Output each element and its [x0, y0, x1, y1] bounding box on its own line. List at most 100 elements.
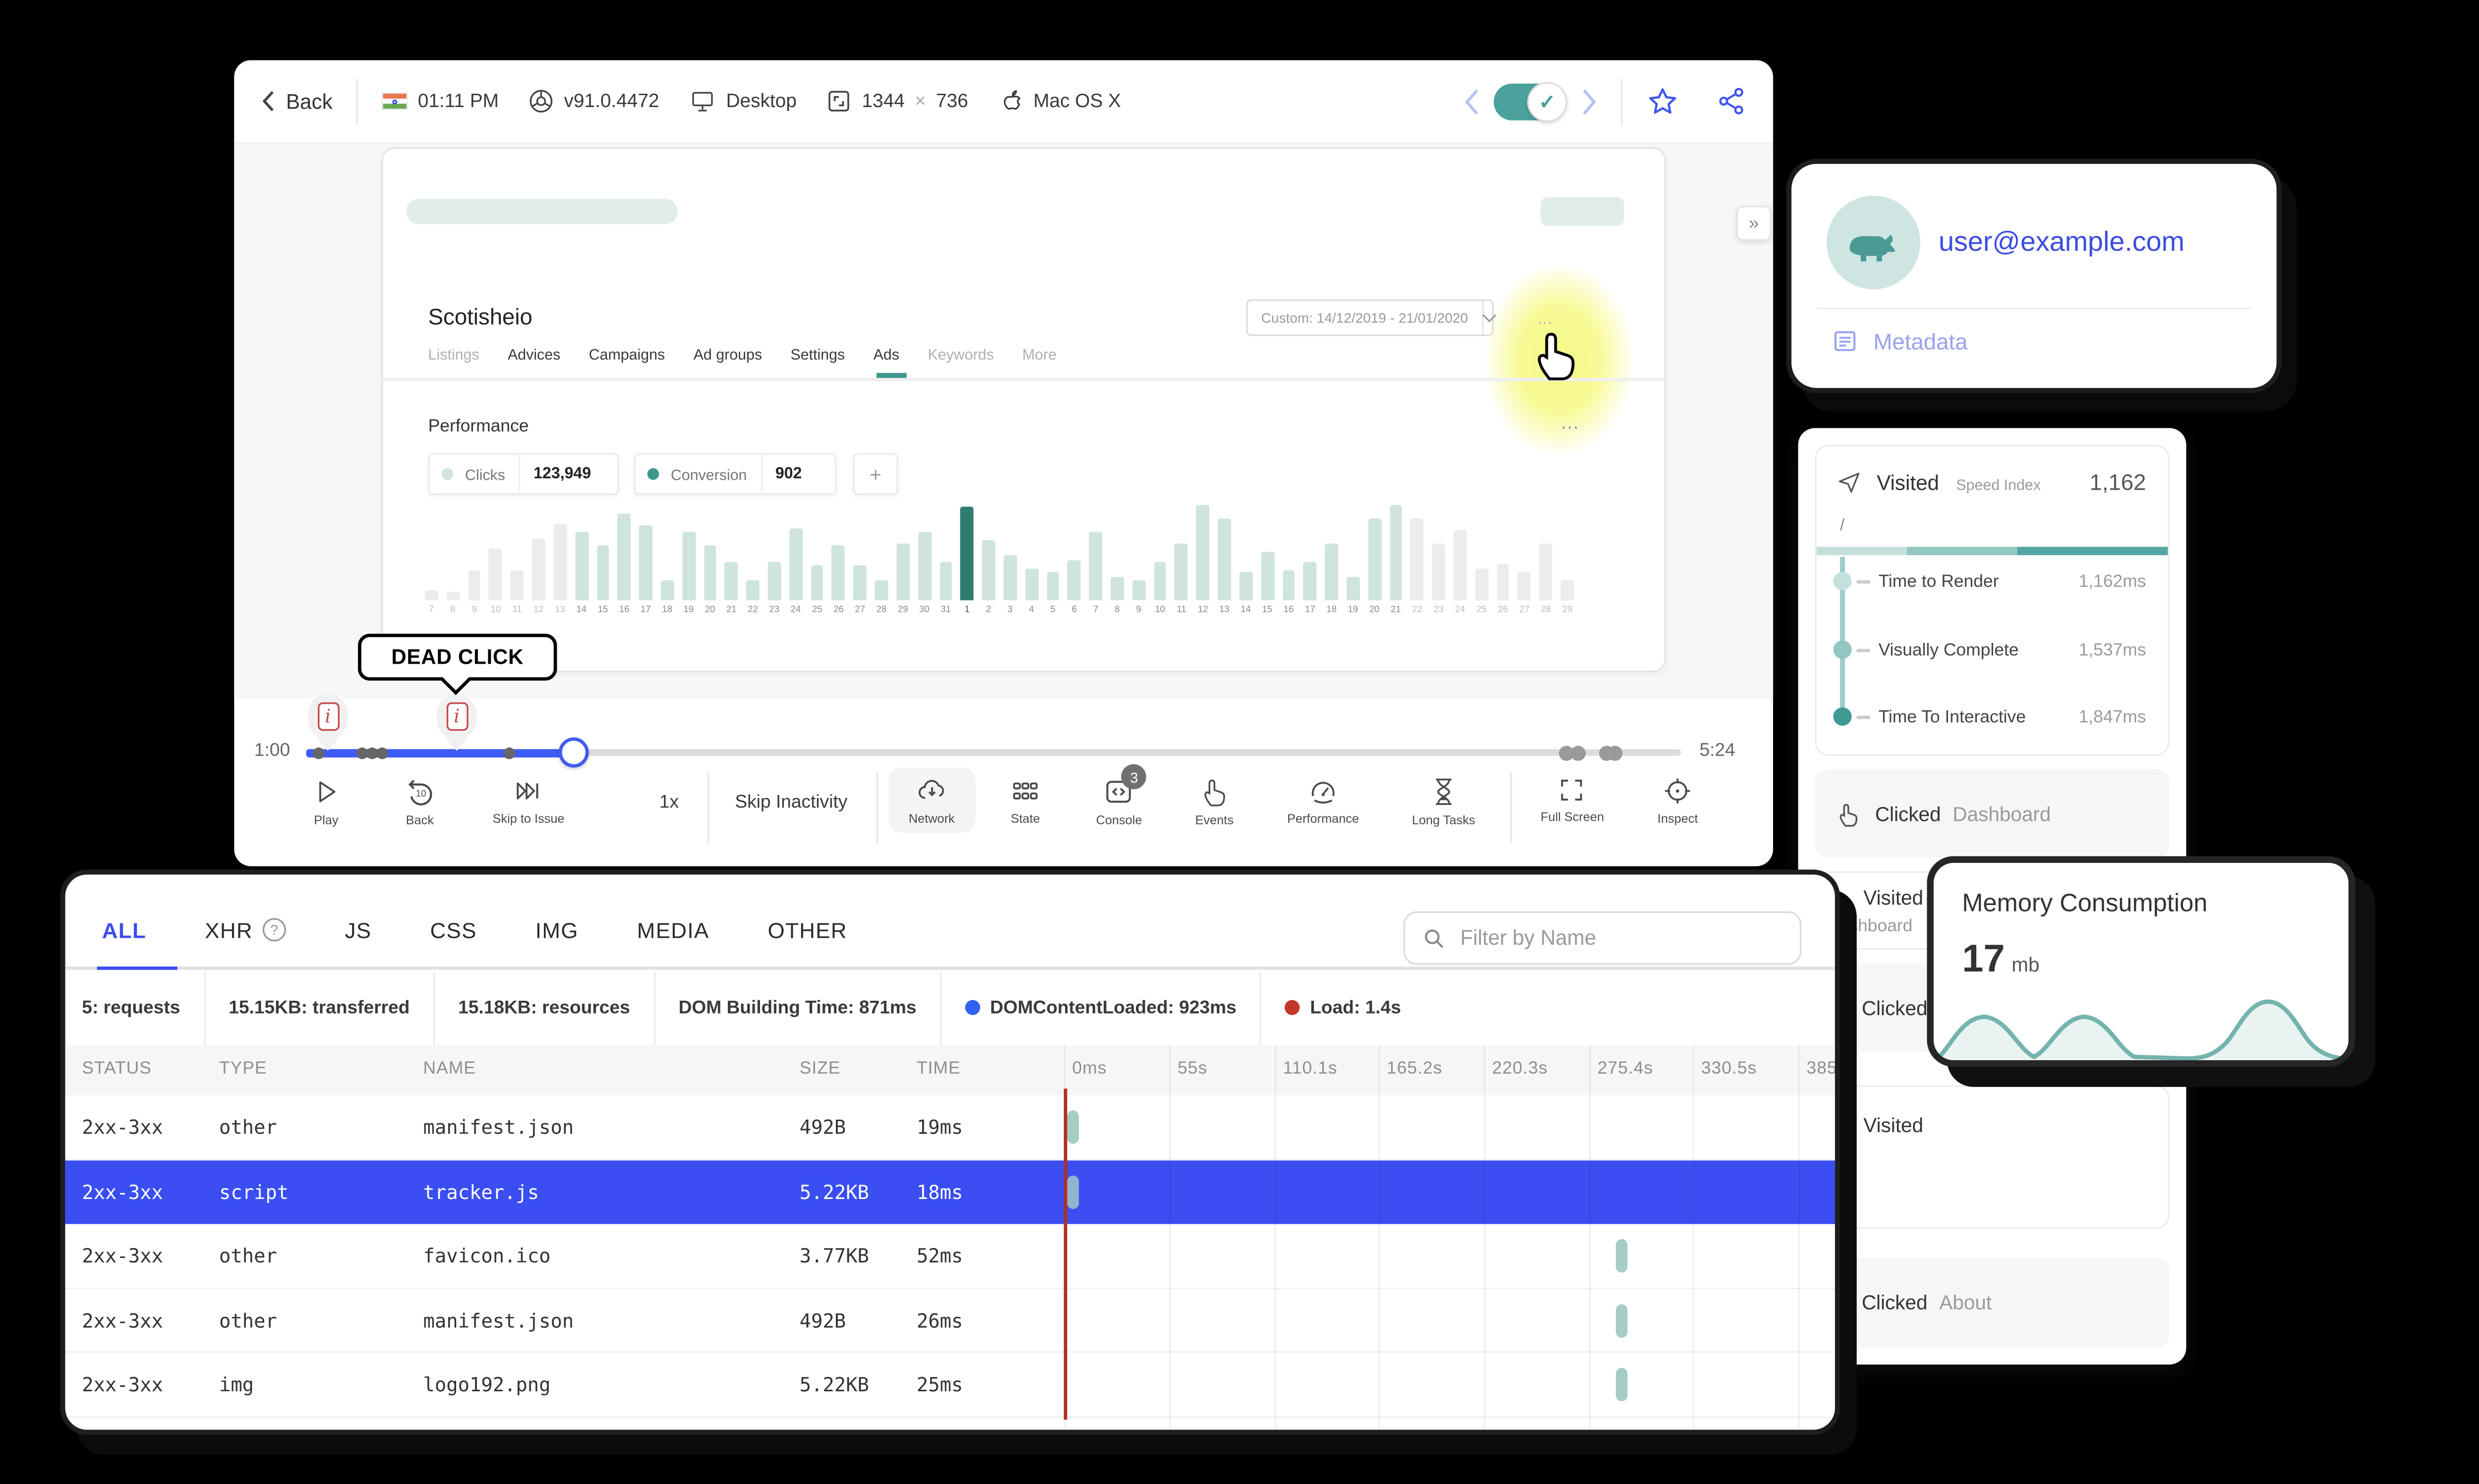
memory-title: Memory Consumption: [1962, 889, 2208, 918]
timeline-event-dot[interactable]: [366, 746, 378, 758]
session-time: 01:11 PM: [381, 91, 499, 111]
site-tab-more[interactable]: More: [1022, 346, 1057, 363]
x-tick-label: 20: [1369, 605, 1380, 616]
autoplay-toggle[interactable]: ✓: [1493, 81, 1568, 121]
cloud-download-icon: [918, 780, 944, 799]
network-request-row[interactable]: 2xx-3xx img logo192.png 5.22KB 25ms: [65, 1353, 1835, 1418]
column-header-time[interactable]: TIME: [916, 1058, 961, 1079]
timing-value: 1,162ms: [2078, 571, 2146, 592]
metadata-button[interactable]: Metadata: [1831, 328, 1967, 354]
share-button[interactable]: [1716, 85, 1746, 117]
replayed-website: Scotisheio Custom: 14/12/2019 - 21/01/20…: [381, 147, 1666, 673]
date-range-value: Custom: 14/12/2019 - 21/01/2020: [1261, 309, 1468, 326]
network-tab-media[interactable]: MEDIA: [637, 917, 709, 943]
column-header-name[interactable]: NAME: [423, 1058, 476, 1079]
timeline-track[interactable]: [306, 749, 1681, 756]
timeline-event-dot[interactable]: [503, 746, 516, 758]
add-metric-button[interactable]: +: [853, 453, 898, 495]
site-tab-ad-groups[interactable]: Ad groups: [693, 346, 763, 363]
skip-inactivity-button[interactable]: Skip Inactivity: [735, 793, 848, 813]
user-email[interactable]: user@example.com: [1939, 227, 2185, 258]
issue-marker[interactable]: i: [436, 694, 477, 740]
network-request-row[interactable]: 2xx-3xx other favicon.ico 3.77KB 52ms: [65, 1224, 1835, 1289]
back-button[interactable]: Back: [261, 89, 333, 113]
speed-button[interactable]: 1x: [659, 793, 679, 813]
network-request-row[interactable]: 2xx-3xx other manifest.json 492B 19ms: [65, 1095, 1835, 1160]
network-toggle-button[interactable]: Network: [888, 767, 975, 833]
hourglass-icon: [1435, 778, 1452, 805]
column-header-status[interactable]: STATUS: [82, 1058, 152, 1079]
column-header-size[interactable]: SIZE: [799, 1058, 841, 1079]
timeline-event-dot[interactable]: [356, 746, 368, 758]
waterfall-gridline: [1798, 1045, 1800, 1430]
state-button[interactable]: State: [1010, 776, 1041, 826]
current-time: 1:00: [254, 741, 291, 761]
chart-bar: [424, 589, 438, 601]
event-row-visited[interactable]: Visited: [1815, 1085, 2170, 1229]
events-button[interactable]: Events: [1195, 776, 1234, 828]
chart-bar: [1453, 529, 1467, 601]
site-tab-listings[interactable]: Listings: [428, 346, 479, 363]
x-tick-label: 11: [512, 605, 522, 616]
site-nav-tabs: Listings Advices Campaigns Ad groups Setting…: [428, 346, 1057, 378]
help-icon[interactable]: ?: [263, 918, 287, 942]
timeline-tick: 165.2s: [1386, 1058, 1443, 1079]
next-session-button[interactable]: [1581, 88, 1597, 114]
network-tab-img[interactable]: IMG: [535, 917, 579, 943]
active-tab-underline: [97, 967, 177, 970]
metric-conversion[interactable]: Conversion 902: [634, 453, 836, 495]
network-tab-other[interactable]: OTHER: [767, 917, 847, 943]
chart-bar: [1560, 581, 1574, 601]
speed-index-value: 1,162: [2089, 470, 2146, 495]
metric-clicks[interactable]: Clicks 123,949: [428, 453, 619, 495]
site-tab-settings[interactable]: Settings: [790, 346, 845, 363]
network-tab-js[interactable]: JS: [345, 917, 372, 943]
site-tab-campaigns[interactable]: Campaigns: [589, 346, 665, 363]
inspect-button[interactable]: Inspect: [1657, 776, 1698, 826]
more-options-icon[interactable]: ⋯: [1560, 418, 1581, 438]
site-title: Scotisheio: [428, 304, 532, 330]
collapse-panel-button[interactable]: »: [1736, 205, 1771, 241]
x-tick-label: 24: [790, 605, 801, 616]
visited-event-card[interactable]: Visited Speed Index 1,162 / Time to Rend…: [1815, 445, 2170, 756]
timeline-scrubber[interactable]: [558, 737, 589, 768]
metric-label: Clicks: [465, 465, 505, 483]
request-status: 2xx-3xx: [82, 1115, 163, 1139]
event-action: Clicked: [1861, 996, 1928, 1020]
network-request-row[interactable]: 2xx-3xx script tracker.js 5.22KB 18ms: [65, 1159, 1835, 1224]
full-screen-button[interactable]: Full Screen: [1540, 776, 1604, 824]
control-label: Full Screen: [1540, 809, 1604, 825]
site-tab-keywords[interactable]: Keywords: [928, 346, 994, 363]
console-badge: 3: [1121, 764, 1147, 790]
favorite-star-button[interactable]: [1646, 84, 1679, 117]
issue-marker[interactable]: i: [307, 694, 348, 740]
event-row-clicked-dashboard[interactable]: Clicked Dashboard: [1815, 769, 2170, 858]
timeline-event-dot[interactable]: [1607, 744, 1623, 760]
x-tick-label: 27: [855, 605, 865, 616]
console-icon: [1107, 781, 1131, 803]
column-header-type[interactable]: TYPE: [219, 1058, 267, 1079]
console-button[interactable]: 3 Console: [1096, 764, 1147, 828]
filter-input[interactable]: [1460, 926, 1783, 950]
apple-icon: [1003, 90, 1020, 110]
more-options-target[interactable]: ⋯: [1537, 314, 1554, 331]
site-tab-advices[interactable]: Advices: [507, 346, 561, 363]
event-row-clicked-about[interactable]: Clicked About: [1815, 1257, 2170, 1348]
request-type: other: [219, 1308, 277, 1332]
filter-box[interactable]: [1403, 911, 1802, 965]
long-tasks-button[interactable]: Long Tasks: [1412, 776, 1475, 828]
network-tab-css[interactable]: CSS: [430, 917, 477, 943]
network-tab-xhr[interactable]: XHR?: [205, 917, 287, 942]
network-request-row[interactable]: 2xx-3xx other manifest.json 492B 26ms: [65, 1288, 1835, 1353]
timeline-event-dot[interactable]: [1570, 744, 1586, 760]
prev-session-button[interactable]: [1464, 88, 1480, 114]
timing-dash: [1856, 649, 1870, 652]
skip-to-issue-button[interactable]: Skip to Issue: [493, 776, 565, 826]
play-button[interactable]: Play: [312, 776, 340, 828]
network-tab-all[interactable]: ALL: [102, 917, 147, 943]
performance-button[interactable]: Performance: [1287, 776, 1359, 826]
back-10s-button[interactable]: 10 Back: [404, 776, 436, 828]
date-range-select[interactable]: Custom: 14/12/2019 - 21/01/2020: [1246, 299, 1497, 337]
site-tab-ads[interactable]: Ads: [874, 346, 906, 378]
timeline-event-dot[interactable]: [376, 746, 388, 758]
